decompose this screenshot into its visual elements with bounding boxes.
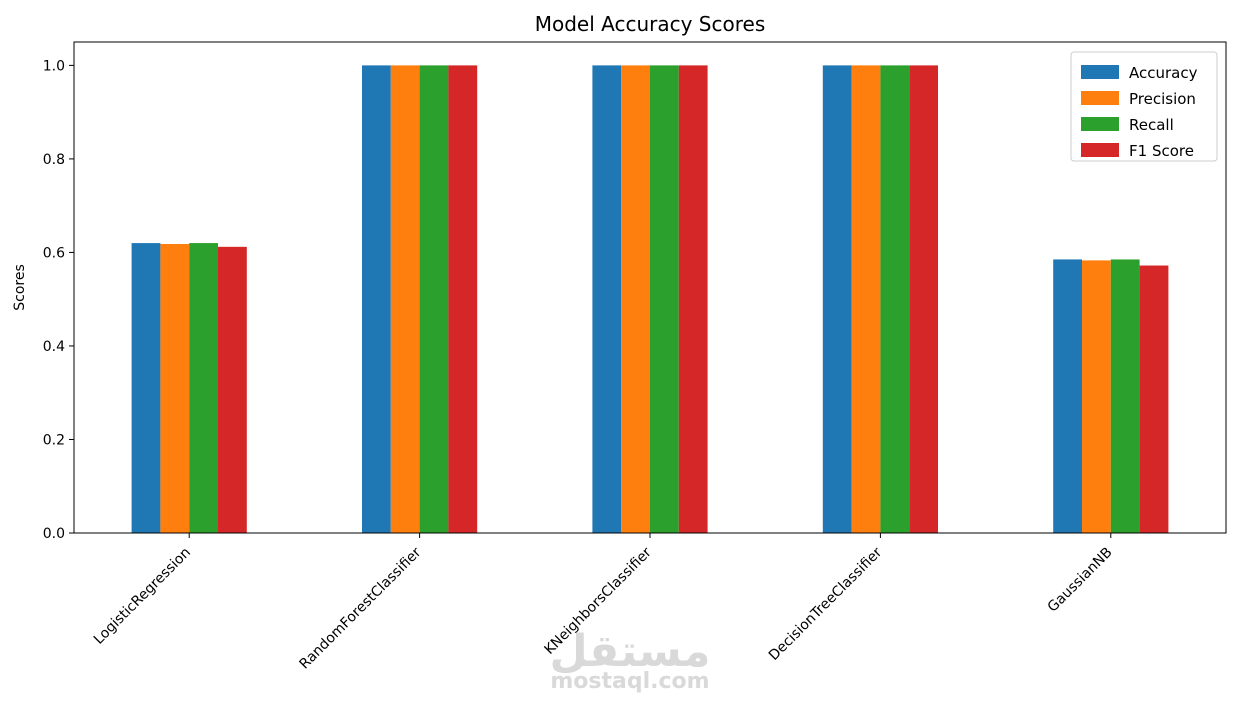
- bar-precision-3: [851, 65, 881, 533]
- legend-label: Recall: [1129, 116, 1174, 134]
- bar-precision-1: [390, 65, 420, 533]
- legend: Accuracy Precision Recall F1 Score: [1070, 51, 1218, 162]
- y-tick-label: 0.2: [43, 432, 65, 448]
- bar-accuracy-1: [362, 65, 391, 533]
- x-tick-label: GaussianNB: [1045, 545, 1116, 616]
- y-tick-label: 0.8: [43, 152, 65, 168]
- y-tick-label: 1.0: [43, 58, 65, 74]
- bar-accuracy-2: [592, 65, 622, 533]
- x-tick-label: DecisionTreeClassifier: [766, 544, 885, 663]
- bar-recall-0: [189, 243, 218, 533]
- chart-title: Model Accuracy Scores: [535, 12, 766, 36]
- legend-swatch-f1-score: [1081, 143, 1119, 157]
- legend-label: Precision: [1129, 90, 1196, 108]
- legend-swatch-accuracy: [1081, 65, 1119, 79]
- plot-frame: [73, 41, 1227, 534]
- legend-label: Accuracy: [1129, 64, 1198, 82]
- bar-precision-0: [160, 244, 190, 533]
- legend-label: F1 Score: [1129, 142, 1194, 160]
- bar-recall-2: [650, 65, 679, 533]
- x-tick-label: LogisticRegression: [91, 545, 194, 648]
- bar-recall-4: [1110, 259, 1140, 533]
- bar-accuracy-0: [131, 243, 161, 533]
- bar-f1-score-4: [1139, 265, 1169, 533]
- watermark-arabic: مستقل: [550, 626, 711, 677]
- bar-accuracy-4: [1053, 259, 1082, 533]
- legend-swatch-recall: [1081, 117, 1119, 131]
- bar-precision-2: [621, 65, 650, 533]
- y-tick-label: 0.0: [43, 526, 65, 542]
- y-tick-label: 0.4: [43, 339, 65, 355]
- bar-f1-score-2: [678, 65, 708, 533]
- y-axis-label: Scores: [12, 264, 28, 311]
- y-tick-label: 0.6: [43, 245, 65, 261]
- bar-f1-score-0: [218, 246, 247, 533]
- bar-recall-1: [419, 65, 449, 533]
- bar-f1-score-1: [448, 65, 478, 533]
- bars-group: [131, 65, 1169, 533]
- bar-accuracy-3: [822, 65, 852, 533]
- y-axis: 0.0 0.2 0.4 0.6 0.8 1.0: [43, 58, 74, 542]
- watermark-latin: mostaql.com: [550, 669, 709, 694]
- bar-recall-3: [880, 65, 910, 533]
- legend-swatch-precision: [1081, 91, 1119, 105]
- bar-precision-4: [1082, 260, 1111, 533]
- x-tick-label: RandomForestClassifier: [297, 544, 425, 672]
- legend-box: [1070, 51, 1218, 162]
- watermark: مستقل mostaql.com: [550, 626, 711, 694]
- bar-f1-score-3: [909, 65, 938, 533]
